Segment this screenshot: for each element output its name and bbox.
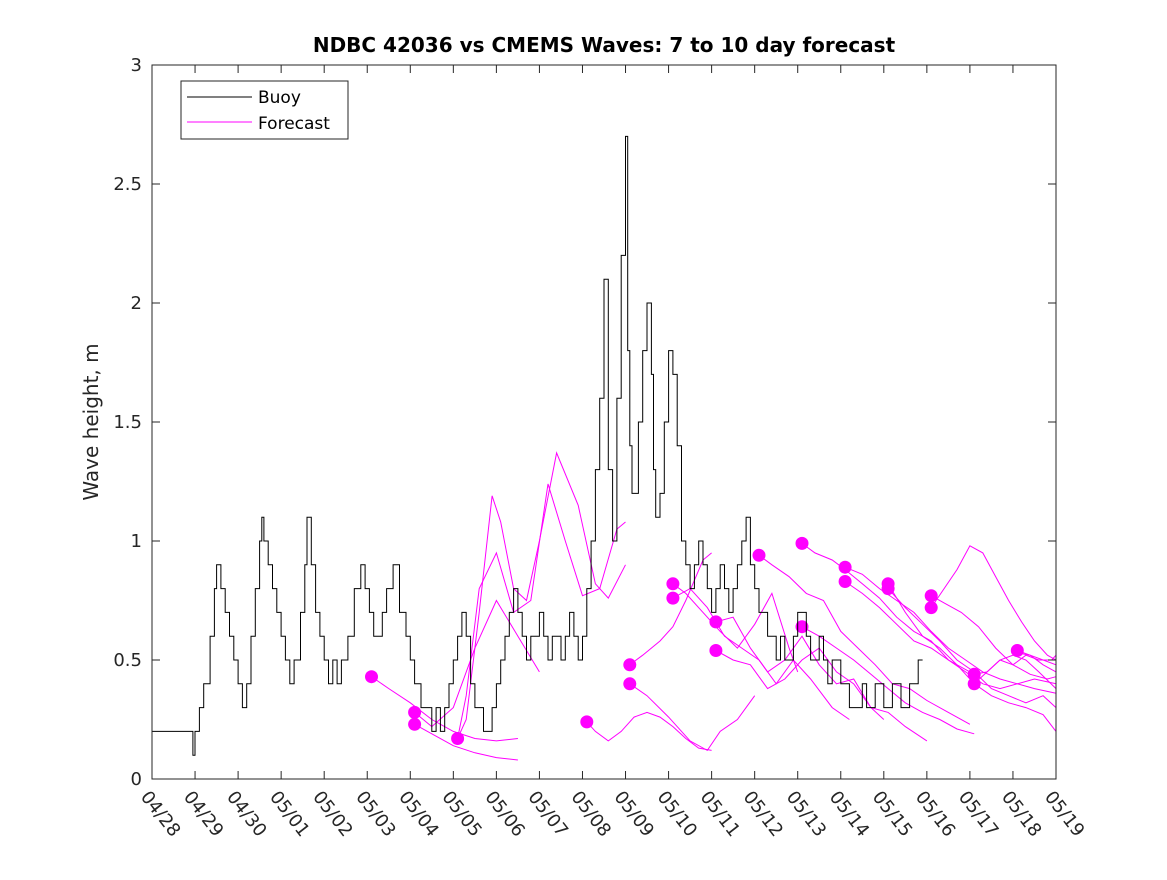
y-tick-label: 1.5 bbox=[113, 412, 142, 433]
forecast-start-marker bbox=[623, 677, 637, 691]
forecast-start-marker bbox=[795, 620, 809, 634]
forecast-start-marker bbox=[881, 582, 895, 596]
forecast-start-marker bbox=[924, 601, 938, 615]
forecast-start-marker bbox=[580, 715, 594, 729]
forecast-start-marker bbox=[623, 658, 637, 672]
forecast-line-9 bbox=[672, 583, 799, 673]
legend-forecast-label: Forecast bbox=[258, 114, 330, 134]
y-axis-label: Wave height, m bbox=[79, 343, 103, 500]
y-tick-label: 2.5 bbox=[113, 174, 142, 195]
buoy-line bbox=[152, 135, 923, 756]
forecast-line-6 bbox=[586, 711, 712, 751]
forecast-start-marker bbox=[408, 705, 422, 719]
forecast-line-1 bbox=[371, 676, 518, 742]
forecast-line-5 bbox=[457, 483, 626, 739]
forecast-start-marker bbox=[709, 615, 723, 629]
forecast-start-marker bbox=[795, 536, 809, 550]
legend-box bbox=[180, 80, 349, 140]
forecast-start-marker bbox=[924, 589, 938, 603]
y-tick-label: 0 bbox=[131, 769, 142, 790]
forecast-line-24 bbox=[1017, 650, 1057, 666]
forecast-start-marker bbox=[752, 548, 766, 562]
forecast-start-marker bbox=[838, 575, 852, 588]
y-tick-label: 2 bbox=[131, 293, 142, 314]
forecast-line-17 bbox=[844, 581, 1057, 694]
y-tick-label: 1 bbox=[131, 531, 142, 552]
y-tick-label: 3 bbox=[131, 55, 142, 76]
chart-title: NDBC 42036 vs CMEMS Waves: 7 to 10 day f… bbox=[313, 33, 896, 57]
forecast-start-marker bbox=[1010, 644, 1024, 657]
forecast-start-marker bbox=[967, 667, 981, 681]
forecast-start-marker bbox=[709, 644, 723, 657]
forecast-line-11 bbox=[715, 616, 885, 720]
forecast-line-15 bbox=[801, 542, 971, 673]
forecast-start-marker bbox=[451, 732, 465, 745]
forecast-line-21 bbox=[930, 545, 1057, 661]
forecast-start-marker bbox=[365, 670, 378, 684]
forecast-line-4 bbox=[457, 451, 626, 739]
forecast-line-14 bbox=[801, 626, 975, 735]
forecast-start-marker bbox=[666, 577, 680, 591]
forecast-start-marker bbox=[666, 591, 680, 605]
forecast-line-13 bbox=[758, 554, 971, 725]
forecast-line-3 bbox=[414, 723, 518, 761]
forecast-start-marker bbox=[838, 560, 852, 574]
plot-layer bbox=[152, 135, 1057, 761]
forecast-line-20 bbox=[930, 595, 1057, 680]
forecast-line-25 bbox=[1017, 652, 1057, 673]
legend: Buoy Forecast bbox=[180, 80, 349, 140]
forecast-line-8 bbox=[629, 683, 756, 752]
forecast-start-marker bbox=[408, 717, 422, 731]
legend-buoy-label: Buoy bbox=[258, 88, 301, 108]
forecast-start-marker bbox=[967, 677, 981, 691]
y-tick-label: 0.5 bbox=[113, 650, 142, 671]
